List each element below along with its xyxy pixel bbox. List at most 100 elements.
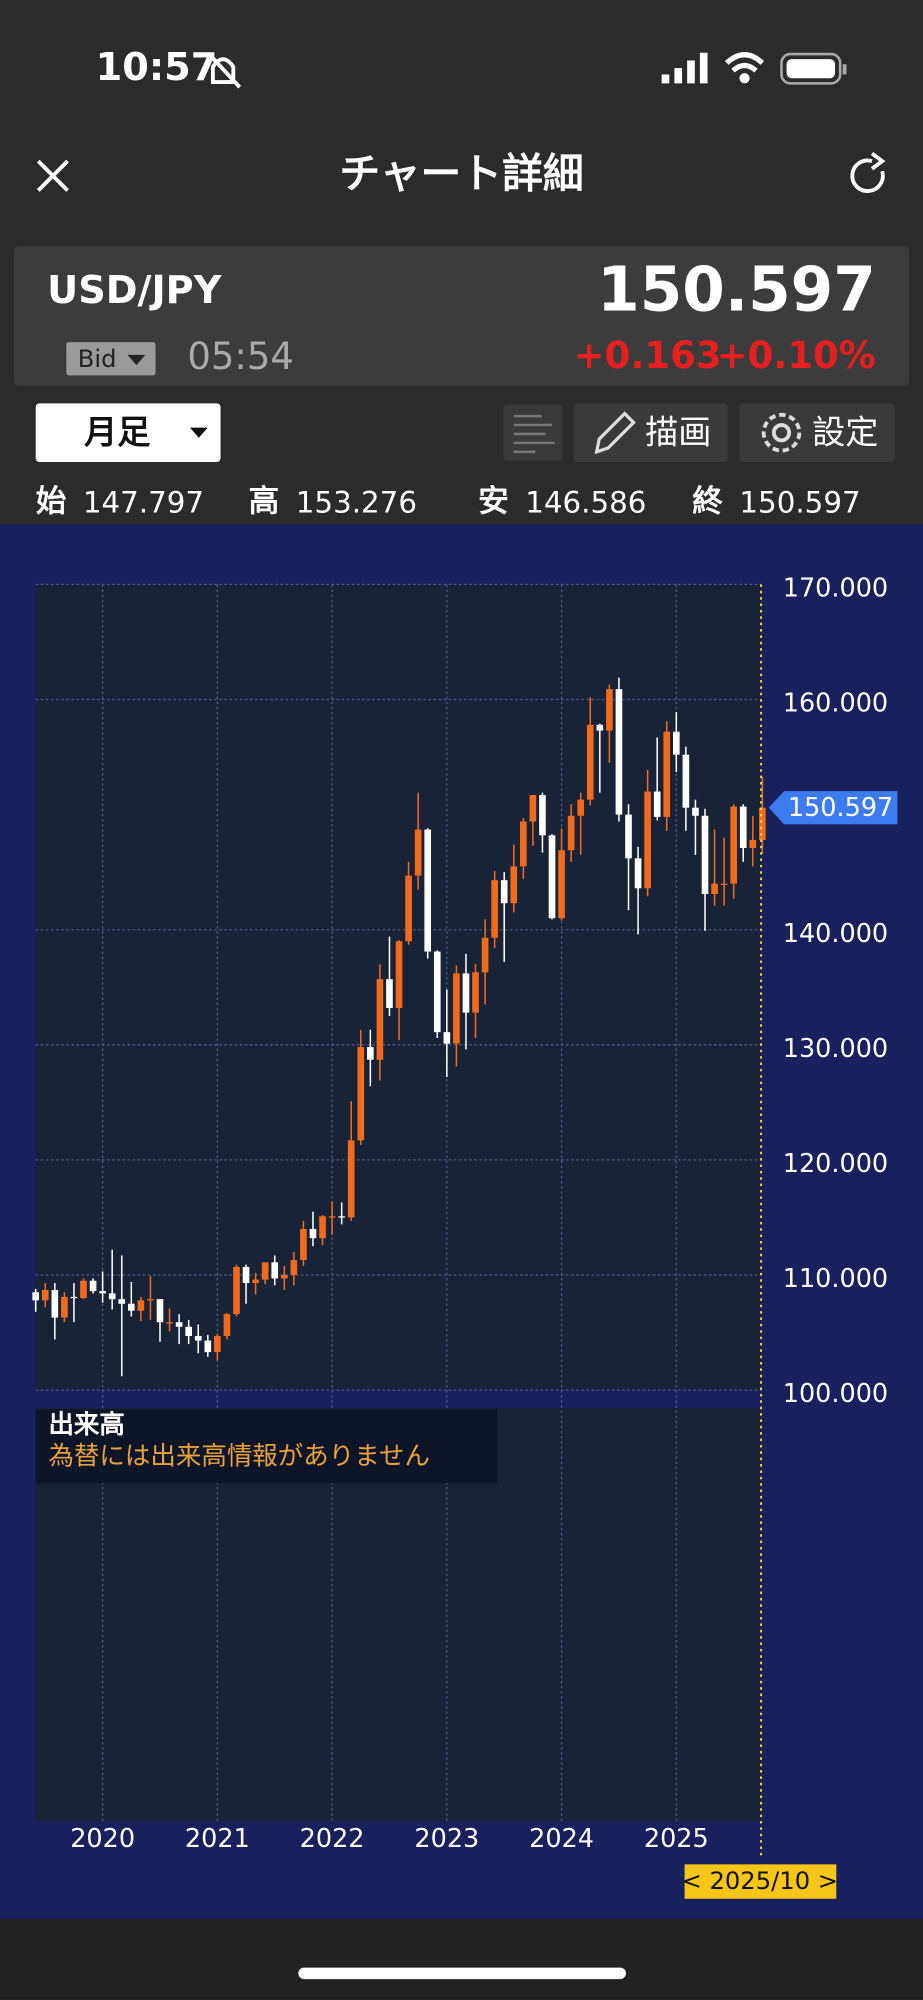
x-tick-label: 2024 xyxy=(529,1824,594,1854)
bottom-bar xyxy=(0,1919,923,2000)
candle-body xyxy=(529,795,537,822)
pencil-icon xyxy=(594,411,636,455)
y-tick-label: 100.000 xyxy=(783,1379,888,1409)
candle-body xyxy=(156,1299,164,1323)
cursor-box[interactable] xyxy=(684,1864,837,1899)
quote-time: 05:54 xyxy=(187,335,294,378)
candle-body xyxy=(424,829,432,952)
candle-body xyxy=(615,689,623,815)
close-button[interactable] xyxy=(36,159,69,192)
period-arrow xyxy=(189,427,208,438)
change: +0.163 xyxy=(574,334,722,377)
page-title: チャート詳細 xyxy=(339,149,583,197)
candle-body xyxy=(739,806,747,848)
candle-body xyxy=(242,1266,250,1284)
y-tick-label: 170.000 xyxy=(783,573,888,603)
ohlc-value: 153.276 xyxy=(296,486,417,520)
ohlc-key: 安 xyxy=(478,484,509,519)
price: 150.597 xyxy=(597,254,876,325)
draw-button[interactable] xyxy=(573,403,728,463)
volume-note xyxy=(35,1409,498,1484)
candle-body xyxy=(51,1289,59,1318)
candle-body xyxy=(653,791,661,817)
period-selector[interactable] xyxy=(35,403,221,463)
grid: 100.000 110.000 120.000 130.000 140.000 160.0… xyxy=(35,573,888,1854)
candle-body xyxy=(328,1216,336,1218)
candles: 150.597 xyxy=(32,677,898,1377)
candle-body xyxy=(577,799,585,816)
candle-body xyxy=(290,1260,298,1276)
candle-body xyxy=(309,1228,317,1239)
quote-box xyxy=(14,246,909,386)
symbol: USD/JPY xyxy=(47,269,223,313)
candle-body xyxy=(118,1299,126,1304)
candle-body xyxy=(80,1280,87,1299)
candle-body xyxy=(166,1322,173,1324)
list-icon xyxy=(513,414,555,454)
candle-body xyxy=(338,1216,345,1218)
ohlc-value: 150.597 xyxy=(739,486,860,520)
candle-body xyxy=(347,1140,355,1218)
price-tag xyxy=(768,791,898,825)
candle-body xyxy=(759,807,766,840)
candle-body xyxy=(405,875,412,942)
y-tick-label: 110.000 xyxy=(783,1264,888,1294)
candle-body xyxy=(433,951,441,1033)
candle-body xyxy=(443,1032,451,1044)
candle-body xyxy=(147,1299,154,1301)
candle-body xyxy=(185,1326,192,1337)
ohlc-key: 終 xyxy=(692,483,723,519)
candle-body xyxy=(32,1292,40,1301)
refresh-button[interactable] xyxy=(850,151,886,193)
candle-body xyxy=(61,1296,68,1318)
ohlc-key: 始 xyxy=(36,484,67,519)
bid-selector[interactable] xyxy=(66,342,156,376)
candle-body xyxy=(625,814,632,859)
cursor-label: < 2025/10 > xyxy=(682,1867,839,1895)
battery-icon xyxy=(780,52,847,85)
settings-label: 設定 xyxy=(812,412,878,451)
period-label: 月足 xyxy=(84,412,150,451)
candle-body xyxy=(500,880,508,904)
draw-label: 描画 xyxy=(645,412,711,451)
candle-body xyxy=(280,1275,288,1279)
ohlc-row: 始 147.797 高 153.276 安 146.586 終 150.597 xyxy=(36,483,861,519)
candle-body xyxy=(692,807,699,816)
candle-body xyxy=(175,1322,183,1327)
bid-label: Bid xyxy=(78,345,117,373)
candle-body xyxy=(108,1293,116,1300)
x-tick-label: 2021 xyxy=(185,1824,250,1854)
y-tick-label: 160.000 xyxy=(783,689,888,719)
candle-body xyxy=(261,1262,269,1280)
wifi-icon xyxy=(724,52,765,84)
candle-body xyxy=(558,850,565,919)
candle-body xyxy=(214,1336,221,1353)
bid-arrow xyxy=(127,354,146,366)
volume-message: 為替には出来高情報がありません xyxy=(48,1442,430,1472)
candle-body xyxy=(749,839,757,848)
candle-body xyxy=(376,979,384,1060)
volume-title: 出来高 xyxy=(48,1410,124,1440)
candle-body xyxy=(548,835,556,919)
candle-body xyxy=(672,731,680,755)
candle-body xyxy=(481,937,489,973)
price-tag-label: 150.597 xyxy=(788,793,893,823)
candle-body xyxy=(701,815,709,895)
bell-off-icon xyxy=(207,52,242,89)
candle-body xyxy=(472,972,479,1013)
candle-body xyxy=(137,1300,145,1311)
candle-body xyxy=(386,979,393,1008)
settings-button[interactable] xyxy=(739,403,895,463)
candle-body xyxy=(644,791,651,889)
candle-body xyxy=(663,731,671,817)
candle-body xyxy=(367,1047,374,1060)
candle-body xyxy=(520,821,527,867)
gear-icon xyxy=(761,412,802,453)
y-tick-label: 130.000 xyxy=(783,1034,888,1064)
ohlc-value: 147.797 xyxy=(83,486,204,520)
x-tick-label: 2020 xyxy=(70,1824,135,1854)
candle-body xyxy=(233,1266,240,1315)
y-tick-label: 120.000 xyxy=(783,1149,888,1179)
x-tick-label: 2023 xyxy=(414,1824,479,1854)
